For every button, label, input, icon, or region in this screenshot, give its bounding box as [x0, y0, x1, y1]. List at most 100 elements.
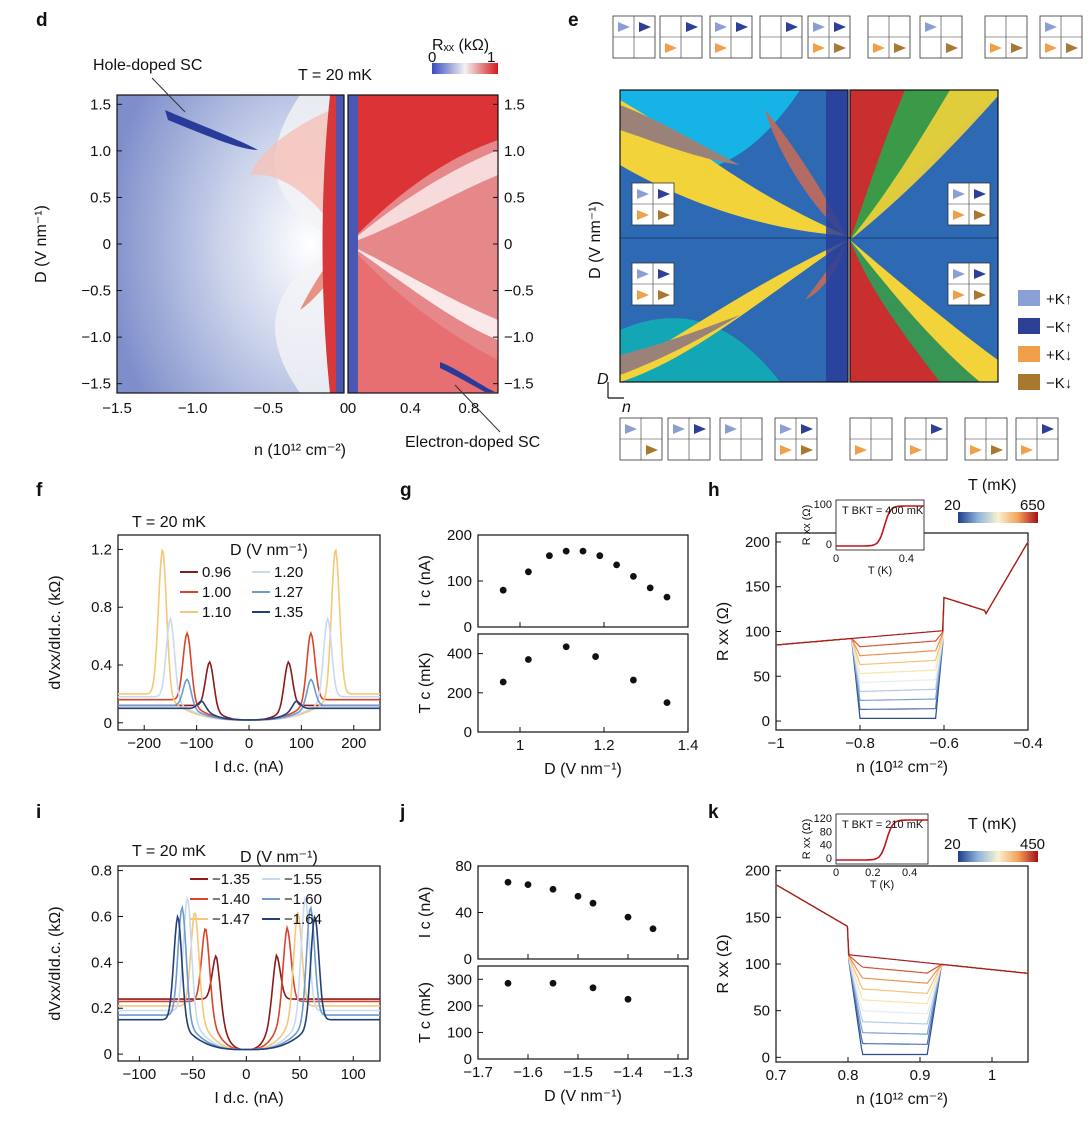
x-tick-label: −0.5 [254, 400, 284, 417]
y-tick-label: 100 [745, 624, 770, 641]
valley-icon [813, 43, 825, 53]
colorbar-title: T (mK) [968, 816, 1017, 833]
valley-icon [1045, 22, 1057, 32]
panel-g: g 0 100 200 1 1.2 1.4 0 200 400 I c (nA) T c (mK) D… [400, 480, 698, 778]
e-axis-n: n [622, 399, 631, 416]
data-point [589, 899, 597, 907]
y-tick-label: 200 [745, 863, 770, 880]
series-line [118, 953, 380, 1051]
x-tick-label: −0.4 [1013, 735, 1043, 752]
d-yticks-left: 1.5 1.0 0.5 0 −0.5 −1.0 −1.5 [81, 96, 122, 393]
colorbar-title: T (mK) [968, 477, 1017, 494]
legend-swatch [1018, 374, 1040, 390]
inset-y-tick-label: 0 [826, 539, 832, 551]
x-tick-label: 0 [348, 400, 356, 417]
y-tick-label: 0.2 [91, 1000, 112, 1017]
inset-frame [835, 499, 925, 551]
inset-y-tick-label: 100 [814, 499, 832, 511]
e-state-icons [612, 15, 1083, 461]
x-tick-label: 1 [988, 1067, 996, 1084]
valley-icon [873, 43, 885, 53]
y-tick-label: −0.5 [504, 283, 534, 300]
inset-y-tick-label: 0 [826, 853, 832, 865]
y-axis-label: I c (nA) [417, 887, 434, 939]
valley-icon [673, 424, 685, 434]
y-tick-label: −0.5 [81, 283, 111, 300]
x-tick-label: 0.8 [838, 1067, 859, 1084]
state-icon-top [807, 15, 851, 59]
x-tick-label: 200 [341, 735, 366, 752]
inset-xlabel: T (K) [870, 879, 894, 891]
x-tick-label: 1.4 [678, 737, 699, 754]
x-axis-label: I d.c. (nA) [214, 759, 283, 776]
inset-curve [836, 505, 924, 547]
legend-label: 1.10 [202, 604, 231, 621]
d-colorbar-label: Rₓₓ (kΩ) [432, 37, 489, 54]
e-legend: +K↑ −K↑ +K↓ −K↓ [1018, 290, 1072, 392]
valley-icon [1045, 43, 1057, 53]
x-tick-label: 0 [245, 735, 253, 752]
data-point [596, 552, 604, 560]
valley-icon [834, 22, 846, 32]
d-yticks-right: 1.5 1.0 0.5 0 −0.5 −1.0 −1.5 [493, 96, 534, 393]
state-icon-top [1039, 15, 1083, 59]
y-tick-label: 1.0 [90, 143, 111, 160]
y-tick-label: 200 [447, 998, 472, 1015]
x-tick-label: 1 [516, 737, 524, 754]
x-axis-label: n (10¹² cm⁻²) [856, 759, 948, 776]
valley-icon [1066, 43, 1078, 53]
y-tick-label: 0 [504, 236, 512, 253]
x-tick-label: −1 [767, 735, 784, 752]
y-axis-label: I c (nA) [417, 555, 434, 607]
y-tick-label: 0 [104, 715, 112, 732]
x-tick-label: −100 [180, 735, 214, 752]
data-point [525, 656, 532, 663]
valley-icon [658, 210, 670, 220]
state-icon-bottom [1015, 417, 1059, 461]
temperature-label: T = 20 mK [132, 843, 206, 860]
temperature-curve [775, 884, 1029, 1045]
valley-icon [715, 43, 727, 53]
temperature-curve [775, 884, 1029, 995]
x-tick-label: 100 [289, 735, 314, 752]
x-tick-label: −1.4 [613, 1064, 643, 1081]
temperature-curve [775, 541, 1029, 719]
y-axis-label: T c (mK) [417, 982, 434, 1043]
state-icon-bottom [849, 417, 893, 461]
state-icon-bottom [719, 417, 763, 461]
data-point [592, 653, 599, 660]
inset-y-tick-label: 40 [820, 840, 832, 852]
data-point [546, 552, 553, 560]
data-point [663, 593, 671, 601]
legend-title: D (V nm⁻¹) [240, 849, 318, 866]
inset-curve [836, 819, 928, 861]
d-colorbar-tick-1: 1 [487, 49, 495, 66]
y-tick-label: 40 [455, 905, 472, 922]
x-axis-label: I d.c. (nA) [214, 1090, 283, 1107]
series-line [118, 660, 380, 721]
panel-label-d: d [36, 10, 48, 31]
state-icon-top [612, 15, 656, 59]
d-colorbar [432, 63, 498, 74]
temperature-curve [775, 884, 1029, 1025]
x-tick-label: −0.8 [845, 735, 875, 752]
valley-icon [715, 22, 727, 32]
temperature-colorbar [958, 512, 1038, 523]
axes-frame [775, 865, 1029, 1063]
series-line [118, 700, 380, 721]
valley-icon [894, 43, 906, 53]
panel-e: e D (V nm⁻¹) D n +K↑ −K↑ +K↓ −K↓ [568, 10, 1083, 461]
state-icon-top [984, 15, 1028, 59]
x-tick-label: 1.2 [594, 737, 615, 754]
legend-label: −1.64 [284, 911, 322, 928]
state-icon-mid [947, 182, 991, 226]
data-point [574, 892, 582, 900]
d-annotation-electron: Electron-doped SC [405, 434, 540, 451]
data-point [524, 881, 532, 888]
series-line [118, 548, 380, 721]
y-axis-label: R xx (Ω) [715, 934, 732, 993]
inset-label: T BKT = 210 mK [842, 819, 924, 831]
valley-icon [974, 210, 986, 220]
colorbar-tick: 20 [944, 497, 961, 514]
